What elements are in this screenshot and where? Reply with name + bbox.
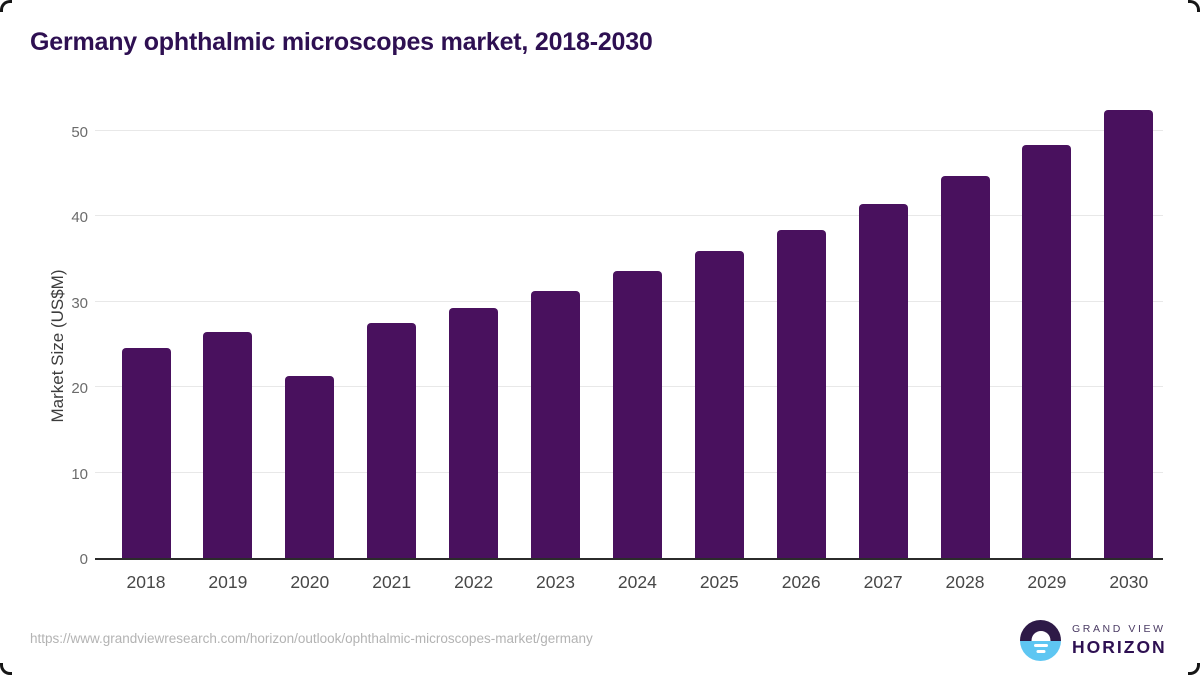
x-tick-label-2022: 2022: [454, 572, 494, 592]
grand-view-horizon-logo: GRAND VIEW HORIZON: [1020, 620, 1167, 661]
x-tick-label-2021: 2021: [372, 572, 412, 592]
bar-2030: [1104, 110, 1154, 558]
y-tick-label-40: 40: [71, 209, 88, 227]
bar-2025: [694, 251, 744, 558]
y-tick-label-20: 20: [71, 380, 88, 398]
bar-2019: [203, 331, 253, 558]
x-tick-label-2026: 2026: [781, 572, 821, 592]
logo-brand-name: GRAND VIEW: [1072, 623, 1166, 635]
corner-mark-bottom-right: [1188, 663, 1200, 675]
plot-area: [95, 90, 1163, 560]
chart-area: 0 10 20 30 40 50 2018 2019 2020 2021 2022 2023 2024 2…: [0, 90, 1200, 592]
bar-2024: [612, 270, 662, 558]
page-title: Germany ophthalmic microscopes market, 2…: [30, 28, 653, 56]
bar-2027: [858, 204, 908, 558]
x-tick-label-2025: 2025: [699, 572, 739, 592]
y-tick-label-0: 0: [79, 551, 88, 568]
logo-product-name: HORIZON: [1072, 637, 1167, 657]
gridline-50: [95, 129, 1163, 131]
bar-2022: [449, 308, 499, 558]
bar-2028: [940, 176, 990, 558]
y-tick-label-10: 10: [71, 465, 88, 483]
logo-reflection-line-2: [1036, 650, 1045, 653]
corner-mark-bottom-left: [0, 663, 12, 675]
bar-2029: [1022, 145, 1072, 558]
logo-reflection-line-1: [1033, 644, 1048, 647]
x-tick-label-2020: 2020: [290, 572, 330, 592]
x-tick-label-2028: 2028: [945, 572, 985, 592]
source-url: https://www.grandviewresearch.com/horizo…: [30, 631, 593, 646]
logo-top-half: [1020, 620, 1061, 641]
bar-2026: [776, 229, 826, 558]
bar-2021: [367, 323, 417, 558]
x-tick-label-2019: 2019: [208, 572, 248, 592]
x-tick-label-2018: 2018: [126, 572, 166, 592]
y-tick-label-30: 30: [71, 294, 88, 312]
x-tick-label-2023: 2023: [536, 572, 575, 592]
gridline-40: [95, 215, 1163, 217]
horizon-sunrise-icon: [1020, 620, 1061, 661]
x-tick-label-2029: 2029: [1027, 572, 1067, 592]
logo-sun-shape: [1031, 630, 1050, 641]
logo-text: GRAND VIEW HORIZON: [1072, 623, 1167, 658]
corner-mark-top-left: [0, 0, 12, 12]
bar-2018: [121, 347, 171, 558]
x-tick-label-2030: 2030: [1109, 572, 1149, 592]
x-tick-label-2024: 2024: [617, 572, 657, 592]
bar-2020: [285, 375, 335, 558]
y-tick-label-50: 50: [71, 123, 88, 141]
corner-mark-top-right: [1188, 0, 1200, 12]
x-tick-label-2027: 2027: [863, 572, 903, 592]
bar-2023: [531, 290, 580, 558]
